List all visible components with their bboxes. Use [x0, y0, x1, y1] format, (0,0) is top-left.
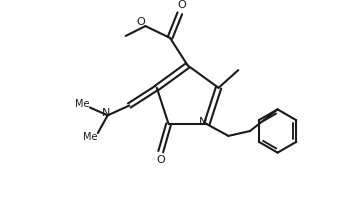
Text: O: O — [136, 17, 145, 27]
Text: O: O — [156, 155, 165, 165]
Text: Me: Me — [75, 99, 89, 109]
Text: N: N — [101, 108, 110, 118]
Text: N: N — [199, 117, 207, 127]
Text: Me: Me — [83, 132, 97, 142]
Text: O: O — [177, 0, 186, 10]
